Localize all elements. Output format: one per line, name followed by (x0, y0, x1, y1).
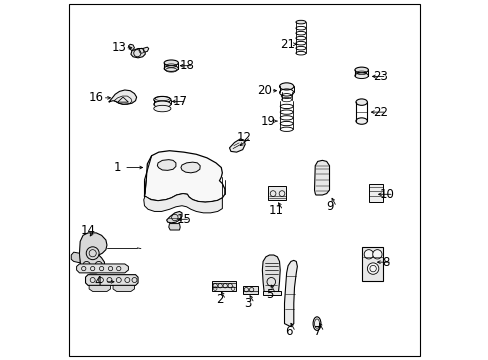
Ellipse shape (164, 66, 178, 71)
Polygon shape (262, 255, 280, 295)
Bar (362, 247, 382, 281)
Ellipse shape (153, 105, 171, 112)
Polygon shape (157, 159, 176, 170)
Ellipse shape (355, 99, 366, 105)
Polygon shape (71, 252, 80, 263)
Text: 13: 13 (111, 41, 126, 54)
Text: 23: 23 (372, 70, 387, 83)
Text: 9: 9 (326, 200, 333, 213)
Text: 5: 5 (265, 288, 273, 301)
Text: 1: 1 (114, 161, 121, 174)
Polygon shape (113, 285, 134, 292)
Text: 15: 15 (176, 213, 191, 226)
Text: 17: 17 (172, 95, 187, 108)
Bar (368, 184, 382, 202)
Polygon shape (131, 49, 145, 58)
Text: 10: 10 (379, 188, 394, 201)
Polygon shape (89, 285, 110, 292)
Text: 11: 11 (268, 204, 284, 217)
Circle shape (372, 249, 381, 259)
Ellipse shape (153, 96, 171, 103)
Ellipse shape (354, 73, 367, 78)
Bar (211, 283, 235, 287)
Polygon shape (128, 44, 134, 51)
Text: 7: 7 (313, 325, 321, 338)
Circle shape (364, 249, 373, 259)
Ellipse shape (279, 83, 293, 90)
Polygon shape (144, 151, 224, 202)
Text: 21: 21 (279, 38, 294, 51)
Text: 3: 3 (244, 297, 251, 310)
Polygon shape (85, 275, 138, 285)
Circle shape (366, 263, 378, 274)
Bar (242, 286, 257, 294)
Text: 14: 14 (81, 224, 95, 237)
Polygon shape (77, 264, 128, 273)
Polygon shape (108, 90, 136, 104)
Polygon shape (181, 162, 200, 173)
Text: 8: 8 (381, 256, 388, 269)
Text: 12: 12 (237, 131, 251, 144)
Text: 16: 16 (88, 91, 103, 104)
Ellipse shape (355, 118, 366, 124)
Ellipse shape (295, 20, 305, 24)
Polygon shape (142, 47, 148, 52)
Ellipse shape (153, 101, 171, 108)
Bar (267, 186, 285, 200)
Text: 20: 20 (256, 84, 271, 97)
Text: 2: 2 (215, 293, 223, 306)
Bar (211, 281, 235, 291)
Polygon shape (143, 194, 222, 213)
Polygon shape (168, 224, 180, 230)
Ellipse shape (354, 67, 367, 73)
Text: 18: 18 (180, 59, 194, 72)
Polygon shape (80, 233, 107, 273)
Bar (263, 291, 281, 295)
Text: 4: 4 (94, 275, 102, 288)
Text: 19: 19 (260, 114, 275, 127)
Polygon shape (314, 160, 329, 195)
Text: 22: 22 (372, 105, 387, 119)
Polygon shape (284, 260, 297, 327)
Polygon shape (166, 211, 182, 223)
Text: 6: 6 (285, 325, 292, 338)
Ellipse shape (164, 60, 178, 66)
Ellipse shape (312, 317, 320, 330)
Polygon shape (229, 139, 244, 152)
